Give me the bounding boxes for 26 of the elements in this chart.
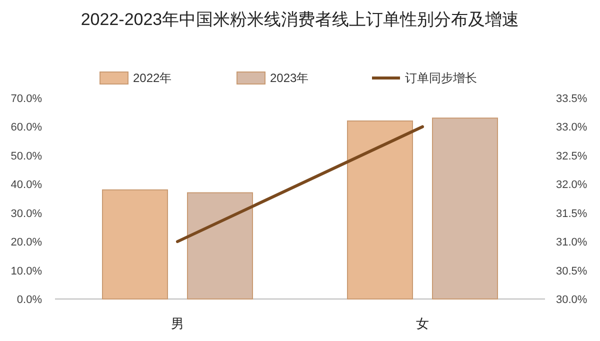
y2-tick-label: 31.5% xyxy=(556,208,588,220)
y-tick-label: 20.0% xyxy=(10,236,42,249)
y2-tick-label: 33.5% xyxy=(556,93,588,105)
bar xyxy=(187,192,253,300)
y-tick-label: 0.0% xyxy=(16,294,42,306)
x-tick-label: 女 xyxy=(416,316,429,331)
bar xyxy=(102,189,168,300)
y2-tick-label: 30.5% xyxy=(556,265,588,278)
bar xyxy=(432,118,498,300)
bar xyxy=(347,120,413,300)
y2-tick-label: 30.0% xyxy=(556,294,588,306)
y2-tick-label: 33.0% xyxy=(556,122,588,134)
y2-tick-label: 32.0% xyxy=(556,179,588,192)
legend-label: 2023年 xyxy=(270,71,309,85)
legend-label: 订单同步增长 xyxy=(405,71,477,85)
y2-tick-label: 32.5% xyxy=(556,150,588,162)
y-tick-label: 60.0% xyxy=(10,122,42,134)
y-tick-label: 30.0% xyxy=(10,208,42,220)
y-tick-label: 40.0% xyxy=(10,179,42,192)
y-tick-label: 50.0% xyxy=(10,150,42,162)
y-tick-label: 10.0% xyxy=(10,265,42,278)
legend-label: 2022年 xyxy=(133,71,172,85)
x-tick-label: 男 xyxy=(171,316,184,331)
chart-title: 2022-2023年中国米粉米线消费者线上订单性别分布及增速 xyxy=(80,9,520,31)
y-tick-label: 70.0% xyxy=(10,93,42,105)
y2-tick-label: 31.0% xyxy=(556,236,588,249)
